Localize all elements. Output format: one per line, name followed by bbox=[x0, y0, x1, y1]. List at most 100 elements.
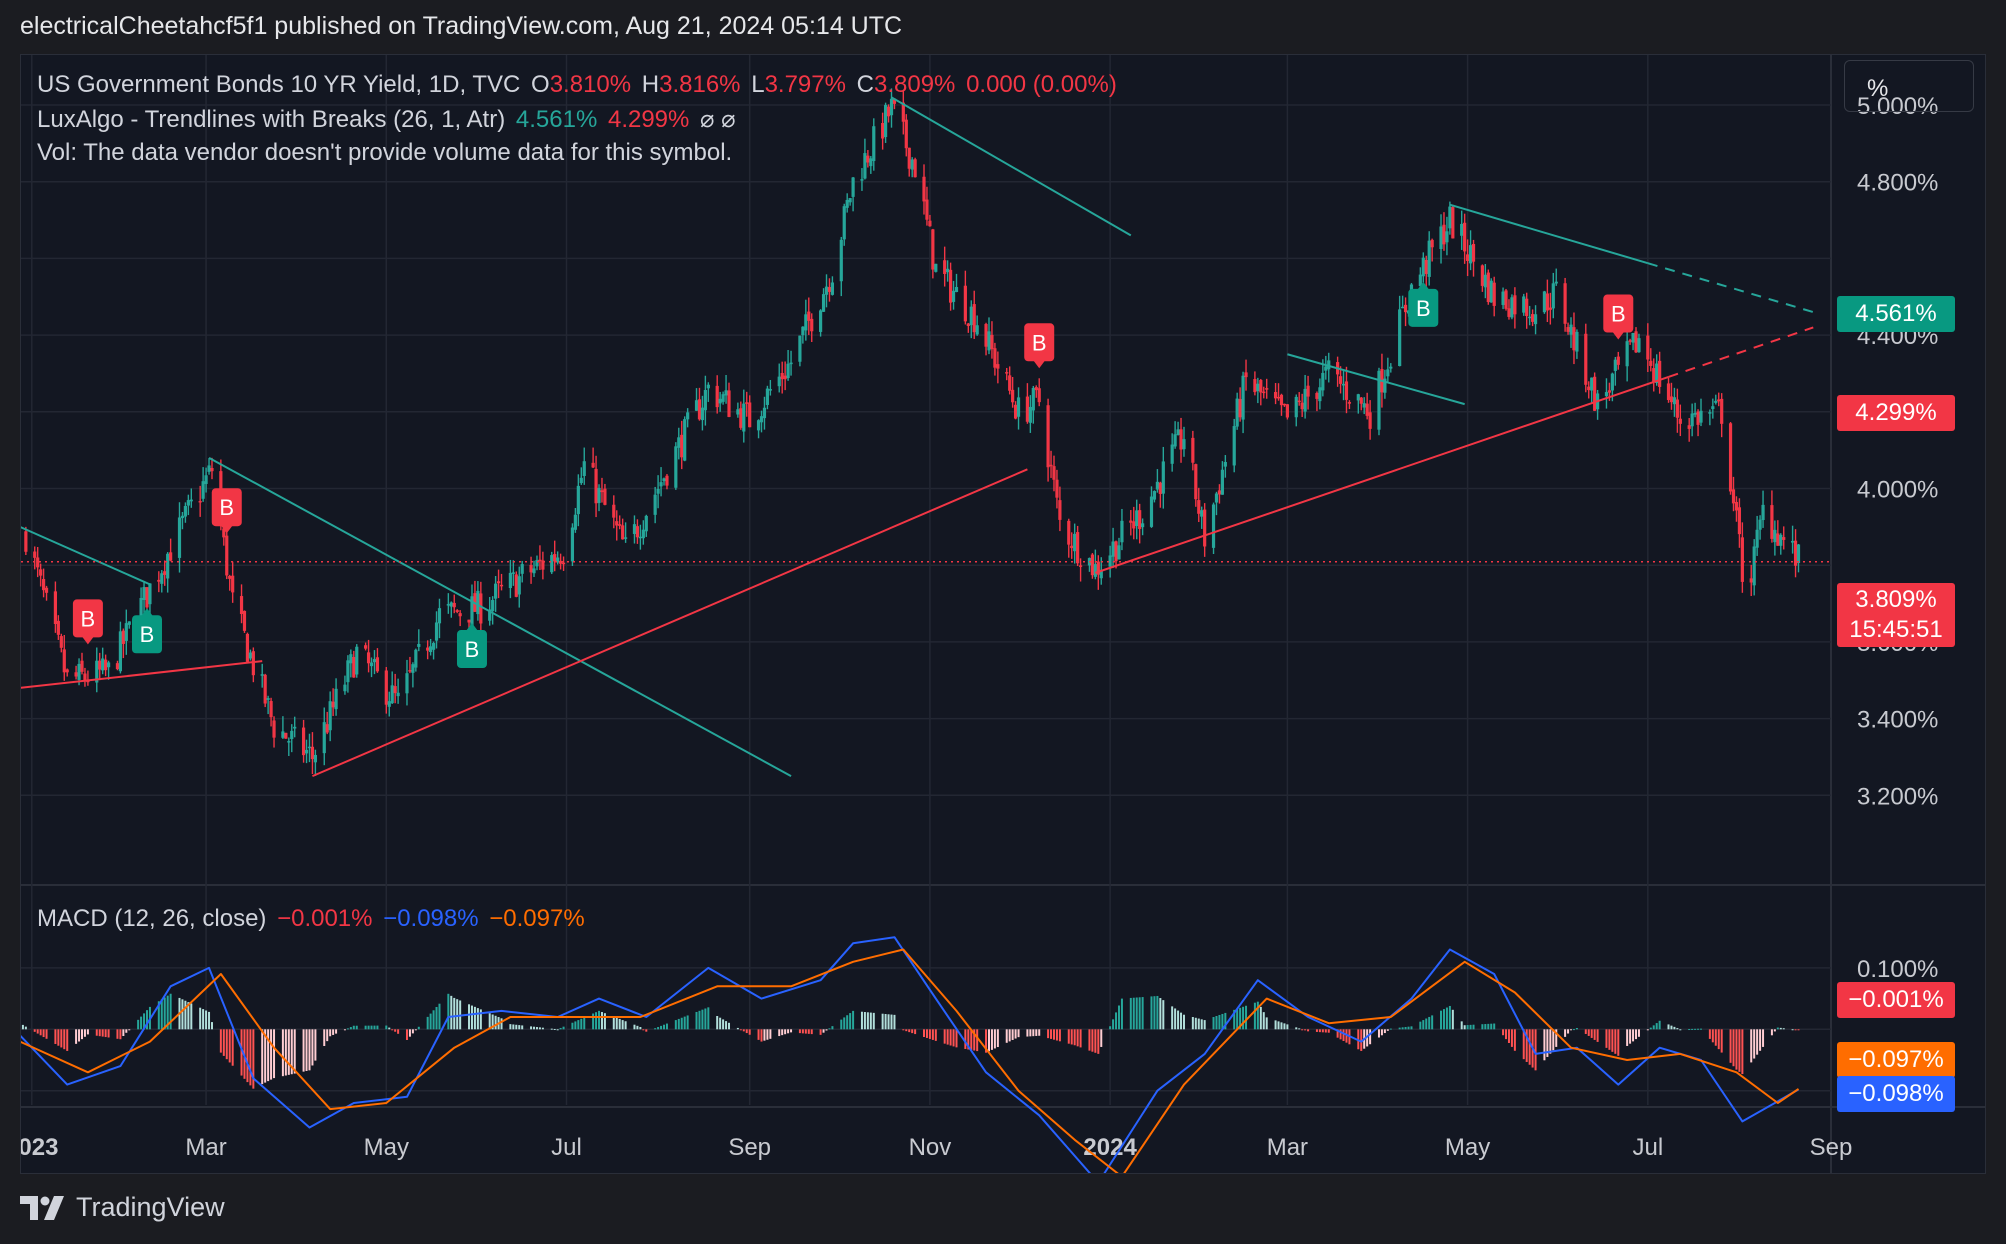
macd-histogram-bar bbox=[819, 1029, 822, 1035]
candle-body bbox=[659, 482, 663, 487]
macd-histogram-bar bbox=[1552, 1029, 1555, 1051]
candle-body bbox=[1528, 316, 1532, 319]
candle-body bbox=[1548, 307, 1552, 310]
macd-histogram-bar bbox=[1212, 1017, 1215, 1030]
macd-histogram-bar bbox=[1555, 1029, 1558, 1047]
macd-histogram-bar bbox=[394, 1029, 397, 1032]
candle-body bbox=[1235, 398, 1239, 427]
break-label-text: B bbox=[140, 622, 155, 647]
candle-body bbox=[488, 609, 492, 621]
macd-histogram-bar bbox=[934, 1029, 937, 1041]
candle-body bbox=[1590, 377, 1594, 391]
indicator-legend[interactable]: LuxAlgo - Trendlines with Breaks (26, 1,… bbox=[37, 105, 740, 134]
macd-histogram-bar bbox=[787, 1029, 790, 1034]
macd-histogram-bar bbox=[24, 1026, 27, 1030]
macd-histogram-bar bbox=[1445, 1007, 1448, 1030]
candle-body bbox=[1728, 423, 1733, 492]
last-price-tag: 3.809% 15:45:51 bbox=[1837, 583, 1955, 647]
macd-histogram-bar bbox=[1321, 1029, 1324, 1033]
macd-histogram-bar bbox=[683, 1016, 686, 1030]
candle-body bbox=[1341, 383, 1346, 386]
macd-histogram-bar bbox=[1026, 1029, 1029, 1037]
macd-histogram-bar bbox=[1383, 1029, 1386, 1034]
candle-body bbox=[1114, 541, 1118, 562]
macd-histogram-bar bbox=[311, 1029, 314, 1066]
macd-histogram-bar bbox=[541, 1027, 544, 1030]
candle-body bbox=[786, 363, 790, 379]
candle-body bbox=[1135, 510, 1139, 527]
macd-histogram-bar bbox=[955, 1029, 958, 1048]
symbol-legend[interactable]: US Government Bonds 10 YR Yield, 1D, TVC… bbox=[37, 71, 1121, 99]
candle-body bbox=[881, 123, 885, 139]
chart-area[interactable]: 3.200%3.400%3.600%4.000%4.200%4.400%4.80… bbox=[20, 54, 1986, 1174]
macd-histogram-bar bbox=[1567, 1029, 1570, 1034]
macd-histogram-bar bbox=[1327, 1029, 1330, 1033]
break-label-text: B bbox=[1611, 302, 1626, 327]
macd-histogram-bar bbox=[535, 1027, 538, 1030]
bullish-break-label[interactable]: B bbox=[1408, 281, 1439, 327]
candle-body bbox=[1398, 309, 1402, 367]
macd-histogram-bar bbox=[1360, 1029, 1363, 1051]
candle-body bbox=[242, 610, 247, 631]
bearish-break-label[interactable]: B bbox=[211, 488, 242, 534]
macd-name[interactable]: MACD (12, 26, close) bbox=[37, 905, 267, 932]
bearish-break-label[interactable]: B bbox=[1024, 323, 1055, 369]
candle-body bbox=[1468, 245, 1473, 264]
candle-body bbox=[452, 602, 456, 608]
candle-body bbox=[437, 608, 442, 624]
bearish-break-label[interactable]: B bbox=[72, 599, 103, 645]
candle-body bbox=[830, 282, 835, 295]
bullish-break-label[interactable]: B bbox=[131, 608, 162, 654]
bearish-break-label[interactable]: B bbox=[1603, 294, 1634, 340]
macd-histogram-bar bbox=[1794, 1029, 1797, 1031]
upper-trend-price-tag: 4.561% bbox=[1837, 296, 1955, 332]
tradingview-brand[interactable]: TradingView bbox=[20, 1192, 225, 1223]
macd-histogram-bar bbox=[86, 1029, 89, 1035]
symbol-name[interactable]: US Government Bonds 10 YR Yield, 1D, TVC bbox=[37, 71, 521, 98]
up-trendline bbox=[1095, 375, 1669, 574]
candle-body bbox=[429, 646, 433, 653]
macd-histogram-bar bbox=[553, 1028, 556, 1030]
macd-histogram-bar bbox=[1679, 1029, 1682, 1031]
candle-body bbox=[417, 643, 421, 647]
macd-histogram-bar bbox=[1667, 1024, 1670, 1030]
macd-histogram-bar bbox=[1428, 1016, 1431, 1030]
macd-histogram-bar bbox=[1720, 1029, 1723, 1053]
macd-histogram-bar bbox=[488, 1013, 491, 1030]
indicator-name[interactable]: LuxAlgo - Trendlines with Breaks (26, 1,… bbox=[37, 106, 506, 133]
candle-body bbox=[656, 488, 660, 494]
macd-histogram-bar bbox=[1398, 1027, 1401, 1030]
macd-histogram-bar bbox=[1451, 1009, 1454, 1030]
candle-body bbox=[1058, 500, 1062, 520]
macd-histogram-bar bbox=[1469, 1024, 1472, 1030]
percent-scale-button[interactable]: % bbox=[1844, 60, 1974, 112]
candle-body bbox=[1731, 489, 1736, 504]
candle-body bbox=[455, 610, 459, 612]
candle-body bbox=[1005, 372, 1009, 374]
macd-histogram-bar bbox=[1035, 1029, 1038, 1036]
macd-histogram-bar bbox=[872, 1012, 875, 1030]
candle-body bbox=[1173, 434, 1177, 447]
price-tick-label: 4.000% bbox=[1857, 477, 1938, 504]
break-label-pointer bbox=[81, 636, 94, 645]
candle-body bbox=[801, 326, 805, 336]
break-label-box bbox=[1024, 323, 1055, 362]
price-tick-label: 5.000% bbox=[1857, 93, 1938, 120]
macd-histogram-bar bbox=[323, 1029, 326, 1046]
macd-histogram-bar bbox=[1215, 1015, 1218, 1030]
macd-histogram-bar bbox=[778, 1029, 781, 1037]
macd-legend[interactable]: MACD (12, 26, close) −0.001% −0.098% −0.… bbox=[37, 905, 589, 933]
macd-histogram-bar bbox=[1017, 1029, 1020, 1038]
macd-histogram-bar bbox=[1513, 1029, 1516, 1051]
chart-canvas[interactable]: 3.200%3.400%3.600%4.000%4.200%4.400%4.80… bbox=[21, 55, 1985, 1173]
macd-histogram-bar bbox=[1779, 1027, 1782, 1030]
bullish-break-label[interactable]: B bbox=[456, 623, 487, 669]
macd-histogram-bar bbox=[1422, 1020, 1425, 1030]
macd-histogram-bar bbox=[665, 1023, 668, 1030]
macd-histogram-bar bbox=[701, 1009, 704, 1030]
candle-body bbox=[1158, 482, 1162, 494]
macd-histogram-bar bbox=[1528, 1029, 1531, 1065]
macd-histogram-bar bbox=[270, 1029, 273, 1080]
macd-histogram-bar bbox=[893, 1014, 896, 1030]
candle-body bbox=[496, 581, 501, 584]
